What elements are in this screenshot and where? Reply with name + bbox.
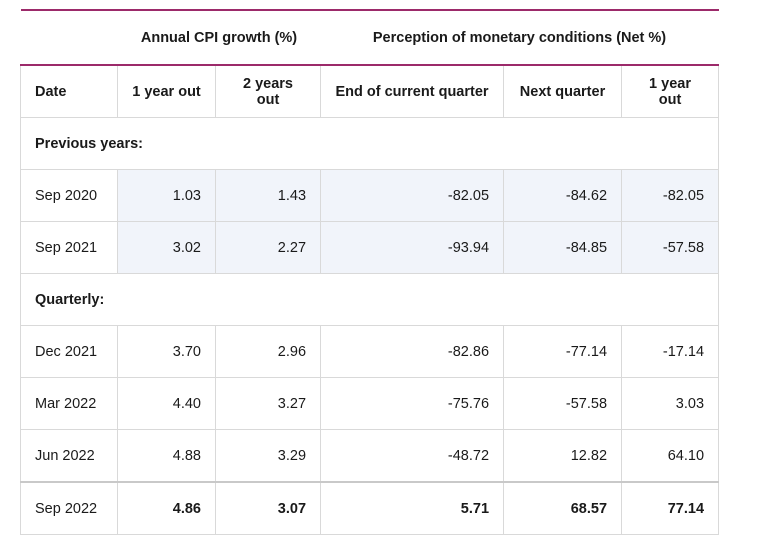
cpi-1y-cell: 4.88 [117,429,216,483]
mc-1y-cell: 3.03 [621,377,720,430]
group-header-row: Annual CPI growth (%) Perception of mone… [20,10,719,65]
group-header-empty [21,10,118,65]
section-row-previous: Previous years: [19,117,720,170]
mc-1y-cell: 77.14 [621,481,720,535]
cpi-table: Annual CPI growth (%) Perception of mone… [19,9,720,535]
date-cell: Jun 2022 [20,429,118,483]
date-cell: Mar 2022 [20,377,118,430]
cpi-1y-cell: 1.03 [117,169,216,222]
section-label-quarterly: Quarterly: [19,273,720,326]
column-header-cpi-1y: 1 year out [117,64,216,118]
cpi-1y-cell: 4.40 [117,377,216,430]
mc-next-cell: -57.58 [503,377,623,430]
column-header-mc-end: End of current quarter [320,64,505,118]
table-container: Annual CPI growth (%) Perception of mone… [19,9,720,535]
table-row: Sep 2021 3.02 2.27 -93.94 -84.85 -57.58 [20,221,720,274]
column-header-cpi-2y: 2 years out [214,64,322,118]
column-header-mc-1y: 1 year out [621,64,720,118]
mc-end-cell: -48.72 [320,429,505,483]
column-header-mc-next: Next quarter [503,64,623,118]
section-row-quarterly: Quarterly: [19,273,720,326]
cpi-1y-cell: 3.70 [117,325,216,378]
column-header-row: Date 1 year out 2 years out End of curre… [20,64,720,118]
mc-end-cell: -82.05 [320,169,505,222]
date-cell: Sep 2021 [20,221,118,274]
cpi-1y-cell: 3.02 [117,221,216,274]
date-cell: Dec 2021 [20,325,118,378]
mc-next-cell: -84.62 [503,169,623,222]
mc-next-cell: -84.85 [503,221,623,274]
mc-next-cell: -77.14 [503,325,623,378]
mc-end-cell: -75.76 [320,377,505,430]
date-cell: Sep 2020 [20,169,118,222]
mc-next-cell: 68.57 [503,481,623,535]
mc-1y-cell: 64.10 [621,429,720,483]
table-row: Mar 2022 4.40 3.27 -75.76 -57.58 3.03 [20,377,720,430]
mc-1y-cell: -17.14 [621,325,720,378]
table-row: Sep 2020 1.03 1.43 -82.05 -84.62 -82.05 [20,169,720,222]
table-row-latest: Sep 2022 4.86 3.07 5.71 68.57 77.14 [20,481,720,535]
cpi-2y-cell: 2.96 [214,325,322,378]
mc-end-cell: -93.94 [320,221,505,274]
column-header-date: Date [20,64,118,118]
cpi-2y-cell: 3.27 [214,377,322,430]
cpi-2y-cell: 3.29 [214,429,322,483]
cpi-1y-cell: 4.86 [117,481,216,535]
section-label-previous: Previous years: [19,117,720,170]
cpi-2y-cell: 1.43 [214,169,322,222]
mc-end-cell: 5.71 [320,481,505,535]
mc-next-cell: 12.82 [503,429,623,483]
mc-end-cell: -82.86 [320,325,505,378]
cpi-2y-cell: 2.27 [214,221,322,274]
table-row: Jun 2022 4.88 3.29 -48.72 12.82 64.10 [20,429,720,483]
cpi-2y-cell: 3.07 [214,481,322,535]
mc-1y-cell: -82.05 [621,169,720,222]
table-row: Dec 2021 3.70 2.96 -82.86 -77.14 -17.14 [20,325,720,378]
mc-1y-cell: -57.58 [621,221,720,274]
group-header-cpi: Annual CPI growth (%) [140,29,298,46]
date-cell: Sep 2022 [20,481,118,535]
group-header-monetary: Perception of monetary conditions (Net %… [372,29,667,46]
